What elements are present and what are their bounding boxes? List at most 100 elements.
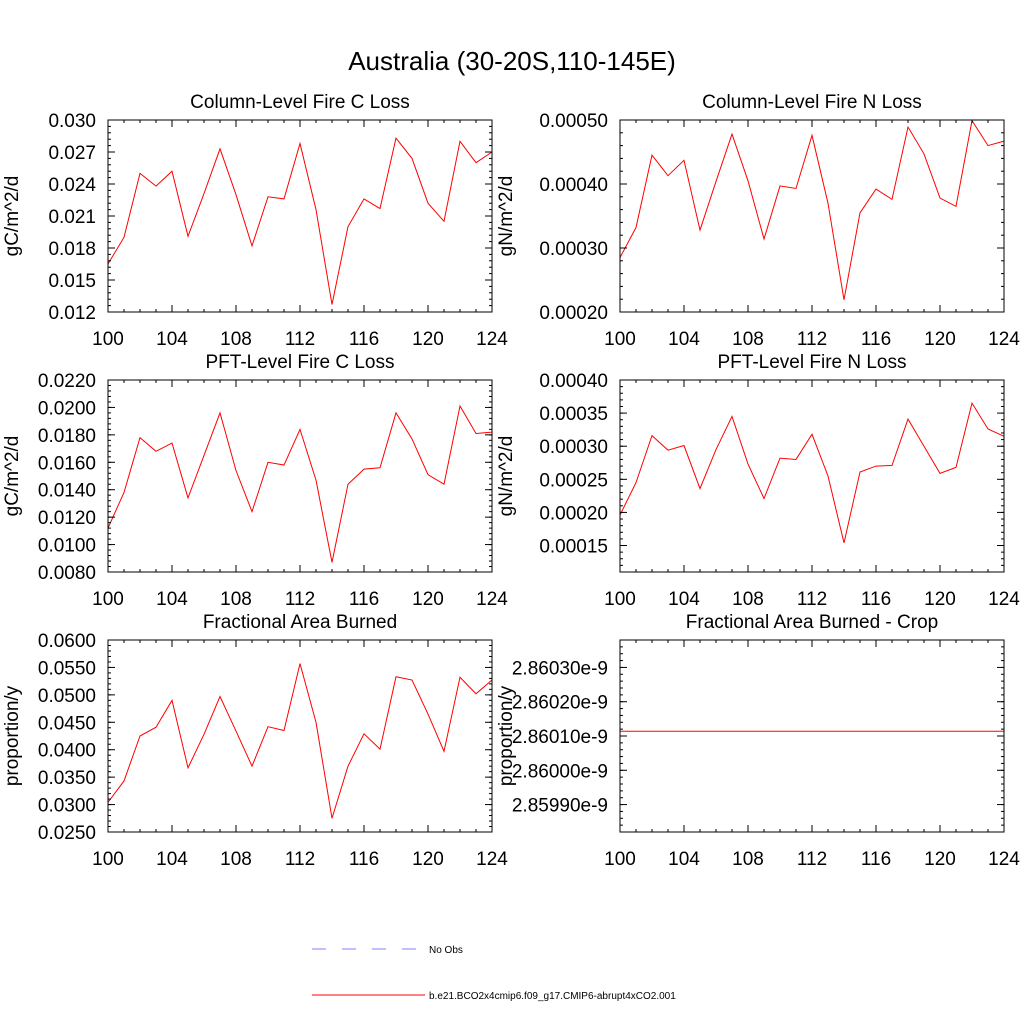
- y-axis-label: gC/m^2/d: [2, 176, 23, 257]
- x-tick-label: 120: [924, 589, 956, 610]
- x-tick-label: 112: [797, 849, 827, 870]
- x-tick-label: 124: [476, 589, 508, 610]
- x-tick-label: 104: [156, 329, 188, 350]
- x-tick-label: 108: [732, 589, 764, 610]
- y-tick-label: 0.0120: [38, 508, 96, 529]
- x-tick-label: 124: [988, 849, 1020, 870]
- y-tick-label: 0.00025: [539, 470, 608, 491]
- x-tick-label: 108: [732, 329, 764, 350]
- plot-frame: [107, 639, 493, 833]
- x-tick-label: 120: [924, 849, 956, 870]
- y-tick-label: 0.024: [48, 175, 96, 196]
- y-tick-label: 0.00040: [539, 175, 608, 196]
- x-tick-label: 108: [220, 589, 252, 610]
- x-tick-label: 108: [220, 849, 252, 870]
- y-axis-label: proportion/y: [496, 685, 517, 786]
- x-tick-label: 124: [988, 329, 1020, 350]
- y-tick-label: 0.00020: [539, 503, 608, 524]
- legend-label-no-obs: No Obs: [429, 945, 463, 956]
- series-line: [107, 404, 493, 563]
- x-tick-label: 100: [604, 329, 636, 350]
- x-tick-label: 116: [349, 589, 379, 610]
- y-tick-label: 0.0400: [38, 741, 96, 762]
- series-line: [107, 136, 493, 305]
- panel-3: PFT-Level Fire C Loss 100 104 108 112 116 120 1…: [2, 352, 508, 610]
- x-tick-label: 100: [604, 849, 636, 870]
- y-tick-label: 0.0220: [38, 371, 96, 392]
- y-tick-label: 0.018: [48, 239, 96, 260]
- panel-title: PFT-Level Fire C Loss: [206, 352, 395, 373]
- y-tick-label: 0.0180: [38, 426, 96, 447]
- y-tick-label: 0.0600: [38, 631, 96, 652]
- y-axis-label: proportion/y: [2, 685, 23, 786]
- y-tick-label: 0.0300: [38, 796, 96, 817]
- x-tick-label: 100: [92, 849, 124, 870]
- x-tick-label: 104: [668, 329, 700, 350]
- y-tick-label: 0.00015: [539, 537, 608, 558]
- panel-title: Fractional Area Burned - Crop: [686, 612, 938, 633]
- panel-5: Fractional Area Burned 100 104 108 112 116 120…: [2, 612, 508, 870]
- legend: No Obs b.e21.BCO2x4cmip6.f09_g17.CMIP6-a…: [312, 945, 676, 1002]
- y-tick-label: 0.00035: [539, 404, 608, 425]
- y-tick-label: 2.86000e-9: [512, 761, 608, 782]
- y-tick-label: 0.021: [48, 207, 96, 228]
- panel-title: Column-Level Fire C Loss: [190, 92, 410, 113]
- plot-frame: [619, 639, 1005, 833]
- series-line: [619, 401, 1005, 543]
- series-line: [107, 663, 493, 819]
- x-tick-label: 100: [92, 589, 124, 610]
- panel-title: PFT-Level Fire N Loss: [718, 352, 907, 373]
- y-tick-label: 0.0080: [38, 563, 96, 584]
- y-tick-label: 0.0250: [38, 823, 96, 844]
- x-tick-label: 120: [924, 329, 956, 350]
- y-tick-label: 2.85990e-9: [512, 796, 608, 817]
- y-tick-label: 0.015: [48, 271, 96, 292]
- y-tick-label: 0.0200: [38, 398, 96, 419]
- y-tick-label: 0.027: [48, 143, 96, 164]
- x-tick-label: 112: [285, 329, 315, 350]
- plot-frame: [107, 379, 493, 573]
- x-tick-label: 104: [156, 849, 188, 870]
- panel-6: Fractional Area Burned - Crop 100 104 108 11…: [496, 612, 1020, 870]
- y-tick-label: 0.030: [48, 111, 96, 132]
- y-axis-label: gN/m^2/d: [496, 436, 517, 517]
- y-axis-label: gC/m^2/d: [2, 436, 23, 517]
- y-tick-label: 0.012: [48, 303, 96, 324]
- x-tick-label: 116: [861, 849, 891, 870]
- x-tick-label: 108: [732, 849, 764, 870]
- x-tick-label: 116: [349, 849, 379, 870]
- panels: Column-Level Fire C Loss 100 104 108 112 116 1…: [2, 92, 1020, 870]
- plot-frame: [619, 119, 1005, 313]
- x-tick-label: 124: [476, 329, 508, 350]
- y-tick-label: 0.00030: [539, 437, 608, 458]
- panel-4: PFT-Level Fire N Loss 100 104 108 112 116 120 1…: [496, 352, 1020, 610]
- y-tick-label: 0.0140: [38, 481, 96, 502]
- y-tick-label: 2.86030e-9: [512, 658, 608, 679]
- series-line: [619, 119, 1005, 300]
- panel-2: Column-Level Fire N Loss 100 104 108 112 116 1…: [496, 92, 1020, 350]
- panel-title: Column-Level Fire N Loss: [702, 92, 922, 113]
- y-tick-label: 0.0500: [38, 686, 96, 707]
- y-tick-label: 2.86010e-9: [512, 727, 608, 748]
- x-tick-label: 116: [349, 329, 379, 350]
- x-tick-label: 124: [476, 849, 508, 870]
- y-tick-label: 2.86020e-9: [512, 693, 608, 714]
- figure-title: Australia (30-20S,110-145E): [348, 46, 676, 76]
- x-tick-label: 120: [412, 589, 444, 610]
- y-tick-label: 0.00020: [539, 303, 608, 324]
- legend-label-model: b.e21.BCO2x4cmip6.f09_g17.CMIP6-abrupt4x…: [429, 991, 676, 1002]
- x-tick-label: 112: [797, 329, 827, 350]
- x-tick-label: 116: [861, 329, 891, 350]
- x-tick-label: 100: [604, 589, 636, 610]
- y-tick-label: 0.0350: [38, 768, 96, 789]
- x-tick-label: 100: [92, 329, 124, 350]
- y-tick-label: 0.0450: [38, 713, 96, 734]
- y-tick-label: 0.00040: [539, 371, 608, 392]
- y-tick-label: 0.0160: [38, 453, 96, 474]
- panel-title: Fractional Area Burned: [203, 612, 397, 633]
- x-tick-label: 104: [668, 849, 700, 870]
- x-tick-label: 116: [861, 589, 891, 610]
- plot-frame: [619, 379, 1005, 573]
- x-tick-label: 108: [220, 329, 252, 350]
